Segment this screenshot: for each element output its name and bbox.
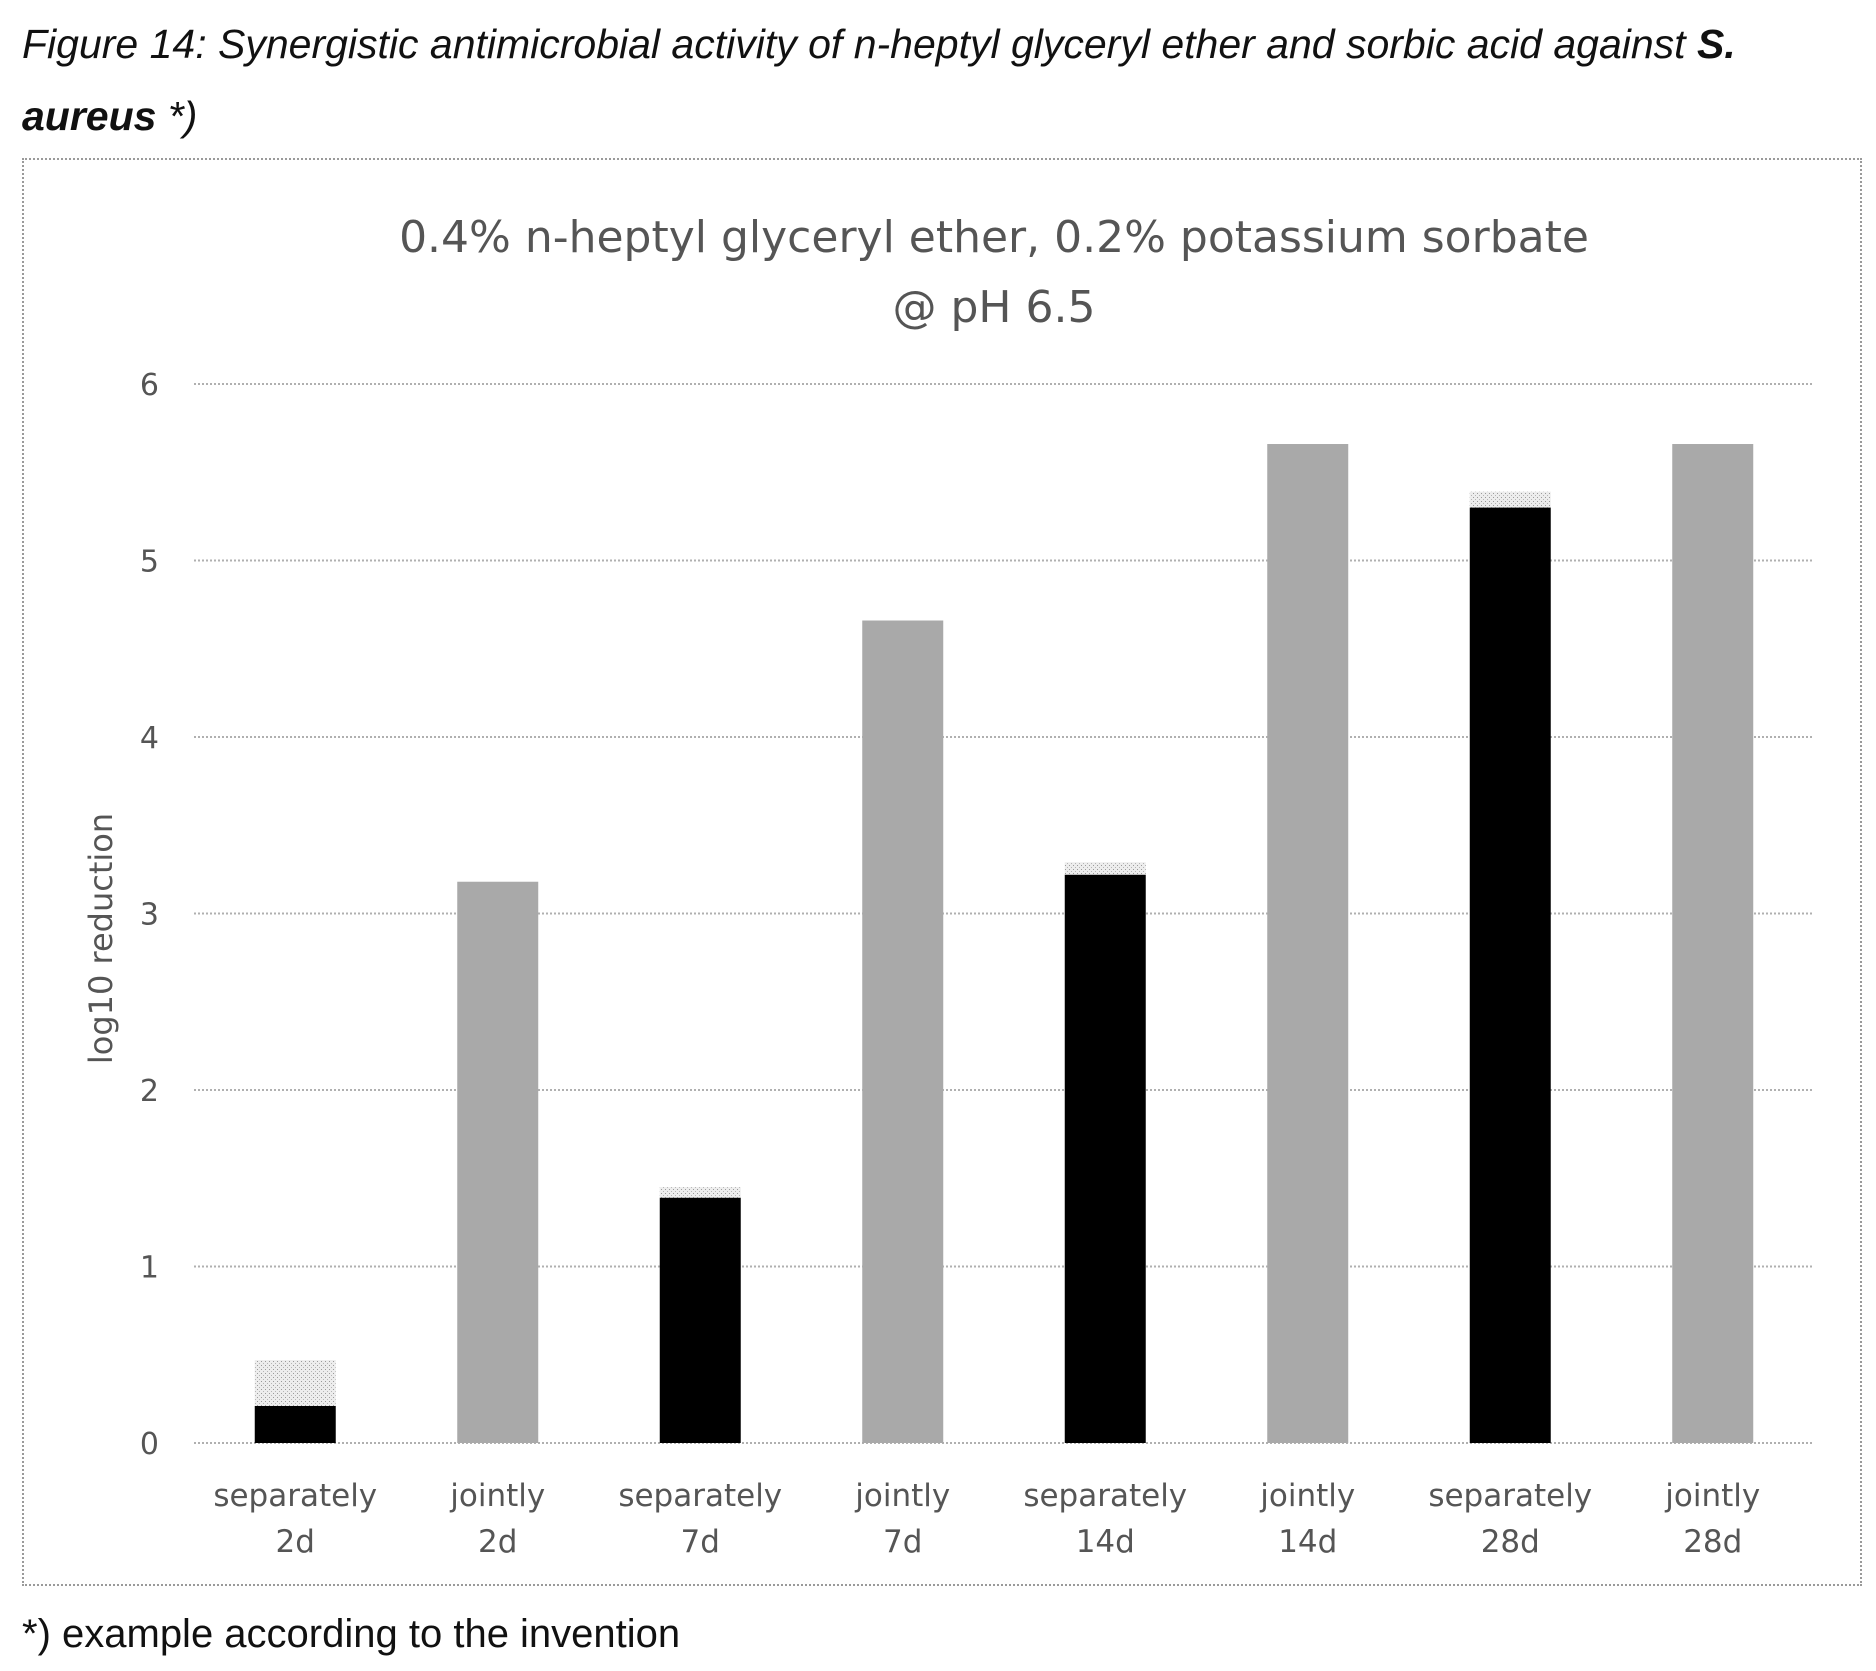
bar-segment [1672, 444, 1754, 1443]
bar-segment [862, 620, 944, 1443]
caption-suffix: *) [156, 93, 198, 139]
y-tick-label: 2 [140, 1074, 159, 1109]
x-tick-label: separately [618, 1478, 782, 1514]
y-axis-label: log10 reduction [82, 813, 120, 1064]
x-tick-label: 7d [681, 1524, 720, 1560]
x-tick-label: 2d [276, 1524, 315, 1560]
y-tick-label: 3 [140, 898, 159, 933]
x-tick-label: jointly [854, 1478, 950, 1514]
x-tick-label: 14d [1278, 1524, 1337, 1560]
bar-segment [1469, 507, 1551, 1443]
bar-segment [457, 881, 539, 1443]
chart-title-line: 0.4% n-heptyl glyceryl ether, 0.2% potas… [399, 212, 1589, 263]
x-tick-label: 28d [1683, 1524, 1742, 1560]
bar-segment [1267, 444, 1349, 1443]
caption-prefix: Figure 14: Synergistic antimicrobial act… [22, 21, 1697, 67]
chart-title-line: @ pH 6.5 [893, 282, 1096, 333]
bar-segment [1064, 874, 1146, 1443]
caption-organism: S. aureus [22, 21, 1736, 139]
chart-frame: 0.4% n-heptyl glyceryl ether, 0.2% potas… [22, 158, 1862, 1586]
x-tick-label: 7d [883, 1524, 922, 1560]
x-tick-label: separately [1023, 1478, 1187, 1514]
y-tick-label: 4 [140, 721, 159, 756]
x-tick-label: jointly [1259, 1478, 1355, 1514]
y-tick-label: 5 [140, 545, 159, 580]
x-tick-label: jointly [449, 1478, 545, 1514]
y-tick-label: 1 [140, 1251, 159, 1286]
x-tick-label: jointly [1664, 1478, 1760, 1514]
bar-segment [659, 1197, 741, 1443]
x-tick-label: 2d [478, 1524, 517, 1560]
x-tick-label: 28d [1481, 1524, 1540, 1560]
bar-segment [1064, 862, 1146, 875]
bar-segment [254, 1360, 336, 1406]
footnote: *) example according to the invention [22, 1612, 681, 1656]
bar-segment [1469, 491, 1551, 508]
x-tick-label: separately [1428, 1478, 1592, 1514]
bar-segment [659, 1187, 741, 1198]
x-tick-label: separately [213, 1478, 377, 1514]
bar-chart: 0.4% n-heptyl glyceryl ether, 0.2% potas… [82, 212, 1814, 1560]
bar-segment [254, 1405, 336, 1443]
y-tick-label: 0 [140, 1427, 159, 1462]
y-tick-label: 6 [140, 368, 159, 403]
figure-caption: Figure 14: Synergistic antimicrobial act… [22, 8, 1842, 152]
x-tick-label: 14d [1076, 1524, 1135, 1560]
